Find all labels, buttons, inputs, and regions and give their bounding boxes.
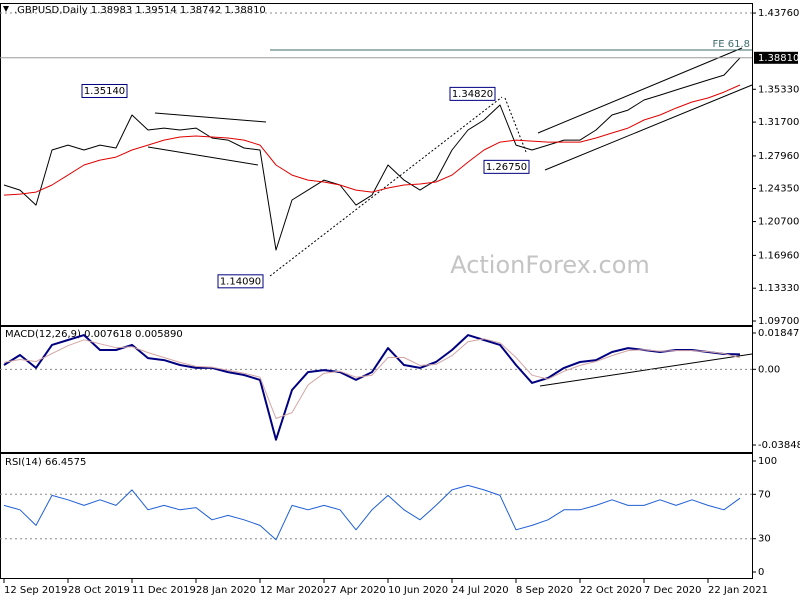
projection-line: [504, 97, 527, 153]
x-tick-label: 28 Jan 2020: [196, 585, 256, 596]
flag-upper: [154, 112, 267, 123]
y-tick-label: 0.018471: [758, 328, 800, 339]
x-tick-label: 22 Oct 2020: [580, 585, 642, 596]
annotation-label: 1.34820: [452, 89, 493, 100]
watermark: ActionForex.com: [450, 251, 650, 279]
y-tick-label: 1.09700: [758, 316, 799, 327]
annotation-box: [81, 83, 128, 98]
annotation-box: [217, 274, 264, 289]
macd-trend-line: [539, 353, 753, 387]
price-panel: [0, 3, 753, 326]
annotation-label: 1.14090: [220, 276, 261, 287]
y-tick-label: 1.16960: [758, 250, 799, 261]
x-tick-label: 12 Mar 2020: [260, 585, 323, 596]
fe-label: FE 61.8: [712, 39, 750, 50]
x-tick-label: 10 Jun 2020: [388, 585, 448, 596]
series-line: [3, 57, 741, 251]
trend-lines: [147, 47, 753, 387]
rsi-panel: [0, 453, 753, 579]
x-tick-label: 8 Sep 2020: [516, 585, 573, 596]
y-tick-label: 1.24350: [758, 184, 799, 195]
y-tick-label: 0.00: [758, 364, 780, 375]
y-tick-label: -0.038486: [758, 440, 800, 451]
projection-line: [269, 96, 503, 277]
y-tick-label: 1.35330: [758, 84, 799, 95]
y-tick-label: 70: [758, 489, 771, 500]
annotation-box: [449, 86, 496, 101]
series-line: [3, 338, 741, 419]
macd-panel: [0, 326, 753, 453]
panel-title: MACD(12,26,9) 0.007618 0.005890: [5, 329, 183, 340]
y-tick-label: 1.43760: [758, 8, 799, 19]
x-tick-label: 11 Dec 2019: [132, 585, 196, 596]
flag-lower: [147, 146, 259, 166]
x-tick-label: 22 Jan 2021: [708, 585, 768, 596]
panel-title: .GBPUSD,Daily 1.38983 1.39514 1.38742 1.…: [14, 5, 266, 16]
series-line: [3, 84, 741, 196]
y-tick-label: 0: [758, 567, 764, 578]
y-tick-label: 1.13330: [758, 283, 799, 294]
y-tick-label: 1.20700: [758, 217, 799, 228]
x-tick-label: 28 Oct 2019: [68, 585, 130, 596]
y-tick-label: 30: [758, 534, 771, 545]
y-tick-label: 100: [758, 456, 777, 467]
x-tick-label: 7 Dec 2020: [644, 585, 702, 596]
x-tick-label: 12 Sep 2019: [4, 585, 67, 596]
x-tick-label: 24 Jul 2020: [452, 585, 509, 596]
panel-title: RSI(14) 66.4575: [5, 457, 86, 468]
current-price-box: [754, 51, 798, 64]
channel-lower: [544, 84, 753, 171]
y-tick-label: 1.31700: [758, 117, 799, 128]
current-price-label: 1.38810: [758, 53, 799, 64]
x-tick-label: 27 Apr 2020: [324, 585, 386, 596]
series-line: [3, 484, 741, 541]
annotation-label: 1.35140: [84, 86, 125, 97]
annotation-label: 1.26750: [486, 162, 527, 173]
channel-upper: [537, 47, 743, 134]
annotation-box: [483, 159, 530, 174]
symbol-icon: [3, 6, 9, 12]
y-tick-label: 1.27960: [758, 151, 799, 162]
